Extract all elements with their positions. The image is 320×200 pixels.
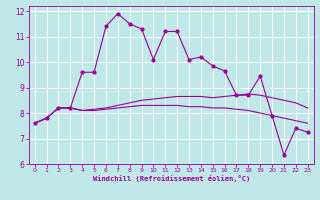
X-axis label: Windchill (Refroidissement éolien,°C): Windchill (Refroidissement éolien,°C) xyxy=(92,175,250,182)
